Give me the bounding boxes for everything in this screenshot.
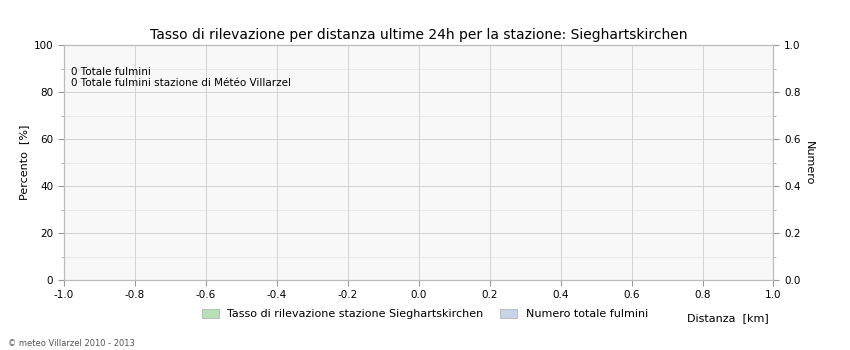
Legend: Tasso di rilevazione stazione Sieghartskirchen, Numero totale fulmini: Tasso di rilevazione stazione Sieghartsk… xyxy=(197,304,653,323)
Y-axis label: Percento  [%]: Percento [%] xyxy=(20,125,30,201)
Y-axis label: Numero: Numero xyxy=(804,141,814,185)
Text: © meteo Villarzel 2010 - 2013: © meteo Villarzel 2010 - 2013 xyxy=(8,339,135,348)
Title: Tasso di rilevazione per distanza ultime 24h per la stazione: Sieghartskirchen: Tasso di rilevazione per distanza ultime… xyxy=(150,28,688,42)
Text: 0 Totale fulmini
0 Totale fulmini stazione di Météo Villarzel: 0 Totale fulmini 0 Totale fulmini stazio… xyxy=(71,66,291,88)
Text: Distanza  [km]: Distanza [km] xyxy=(688,313,769,323)
